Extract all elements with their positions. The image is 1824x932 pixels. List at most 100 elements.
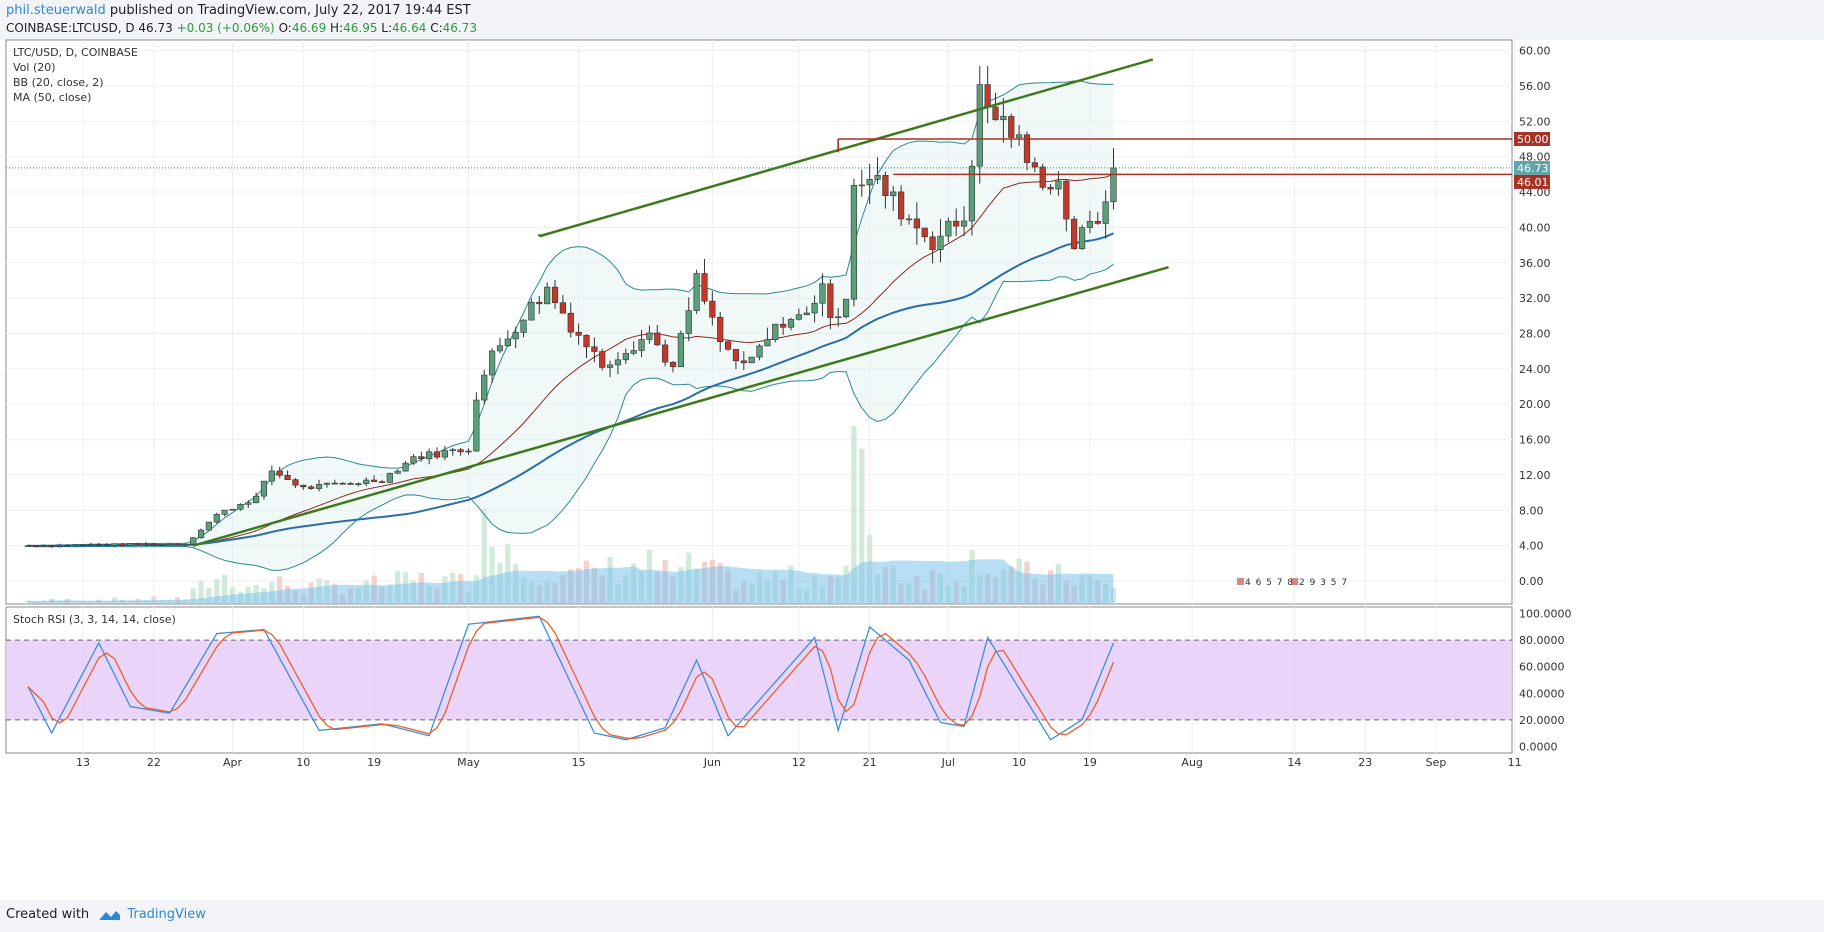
candle-body xyxy=(40,545,47,547)
candle-body xyxy=(103,544,110,547)
price-label-box xyxy=(1514,160,1550,175)
chart-canvas[interactable]: 60.00 56.00 52.00 48.00 44.00 40.00 36.00 32.00… xyxy=(0,0,1824,900)
stoch-k-line xyxy=(27,615,1115,741)
candle-body xyxy=(229,508,236,511)
price-tick-label: 12.00 xyxy=(1519,469,1551,482)
candle-body xyxy=(56,544,63,547)
volume-label: 2 9 3 5 7 xyxy=(1299,578,1348,588)
price-label-box xyxy=(1514,132,1550,147)
price-tick-label: 20.00 xyxy=(1519,398,1551,411)
candle-body xyxy=(1071,218,1078,250)
stoch-tick-label: 80.0000 xyxy=(1519,634,1565,647)
candle-body xyxy=(488,350,496,376)
candle-body xyxy=(135,543,142,545)
price-tick-label: 52.00 xyxy=(1519,115,1551,128)
volume-label-swatch xyxy=(1291,578,1298,585)
candle-body xyxy=(945,220,952,237)
candle-body xyxy=(591,346,598,352)
tradingview-link[interactable]: TradingView xyxy=(127,907,206,922)
candle-body xyxy=(693,273,700,311)
volume-bar xyxy=(489,546,495,604)
candle-body xyxy=(709,300,716,318)
candle-body xyxy=(567,312,574,333)
candle-body xyxy=(1016,134,1023,138)
price-tick-label: 8.00 xyxy=(1519,504,1544,517)
candle-body xyxy=(835,316,842,319)
candle-body xyxy=(520,319,527,333)
candle-body xyxy=(882,175,889,196)
price-label-box xyxy=(1514,174,1550,189)
chart-header: phil.steuerwald published on TradingView… xyxy=(0,0,1824,40)
price-label-text: 46.73 xyxy=(1517,162,1549,175)
volume-bar xyxy=(206,587,212,604)
candle-body xyxy=(79,544,87,547)
candle-body xyxy=(512,332,519,340)
volume-ma-area xyxy=(28,559,1114,604)
candle-body xyxy=(913,218,920,229)
price-tick-label: 48.00 xyxy=(1519,151,1551,164)
candle-body xyxy=(1023,134,1031,163)
candle-body xyxy=(260,480,268,497)
candle-body xyxy=(795,314,802,320)
candle-body xyxy=(905,218,913,221)
x-tick-label: 10 xyxy=(296,756,310,769)
candle-body xyxy=(662,344,669,363)
stoch-title: Stoch RSI (3, 3, 14, 14, close) xyxy=(13,613,176,626)
stoch-tick-label: 20.0000 xyxy=(1519,714,1565,727)
volume-bar xyxy=(222,574,228,604)
x-tick-label: 23 xyxy=(1358,756,1372,769)
legend-item: BB (20, close, 2) xyxy=(13,76,104,89)
candle-body xyxy=(803,312,810,316)
candle-body xyxy=(1055,180,1062,190)
candle-body xyxy=(426,451,433,460)
candle-body xyxy=(890,191,897,196)
candle-body xyxy=(308,486,315,489)
candle-body xyxy=(300,484,307,488)
candle-body xyxy=(473,399,480,452)
candle-body xyxy=(166,543,173,546)
price-tick-label: 28.00 xyxy=(1519,327,1551,340)
volume-label-swatch xyxy=(1237,578,1244,585)
candle-body xyxy=(1039,166,1046,188)
candle-body xyxy=(331,482,338,485)
x-tick-label: 14 xyxy=(1287,756,1301,769)
price-tick-label: 60.00 xyxy=(1519,45,1551,58)
candle-body xyxy=(410,456,417,464)
candle-body xyxy=(638,339,645,351)
lower-channel-line xyxy=(192,265,1169,547)
candle-body xyxy=(182,543,189,546)
stoch-tick-label: 60.0000 xyxy=(1519,661,1565,674)
candle-body xyxy=(606,364,614,368)
candle-body xyxy=(150,543,157,546)
candle-body xyxy=(669,361,677,368)
price-change: +0.03 (+0.06%) xyxy=(176,21,275,35)
x-tick-label: 10 xyxy=(1012,756,1026,769)
stoch-tick-label: 40.0000 xyxy=(1519,687,1565,700)
publisher-name[interactable]: phil.steuerwald xyxy=(6,3,106,18)
price-tick-label: 16.00 xyxy=(1519,434,1551,447)
price-label-text: 46.01 xyxy=(1517,176,1549,189)
candle-body xyxy=(253,495,260,504)
x-tick-label: Jul xyxy=(941,756,955,769)
candle-body xyxy=(937,235,944,250)
volume-bar xyxy=(481,508,487,604)
stoch-band xyxy=(6,640,1512,720)
price-tick-label: 32.00 xyxy=(1519,292,1551,305)
candle-body xyxy=(544,286,551,305)
candle-body xyxy=(371,479,378,482)
candle-body xyxy=(457,449,464,453)
candle-body xyxy=(575,331,582,336)
candle-body xyxy=(1086,220,1094,228)
high-label: H: xyxy=(330,21,344,35)
candle-body xyxy=(158,543,165,546)
candle-body xyxy=(583,335,590,348)
candle-body xyxy=(315,484,323,489)
candle-body xyxy=(1031,162,1038,168)
candle-body xyxy=(355,483,362,485)
candle-body xyxy=(827,283,834,318)
volume-bar xyxy=(198,581,204,604)
ohlc-readout: COINBASE:LTCUSD, D 46.73 +0.03 (+0.06%) … xyxy=(6,21,477,35)
candle-body xyxy=(756,345,763,358)
footer: Created with TradingView xyxy=(0,900,1824,932)
x-tick-label: 12 xyxy=(792,756,806,769)
